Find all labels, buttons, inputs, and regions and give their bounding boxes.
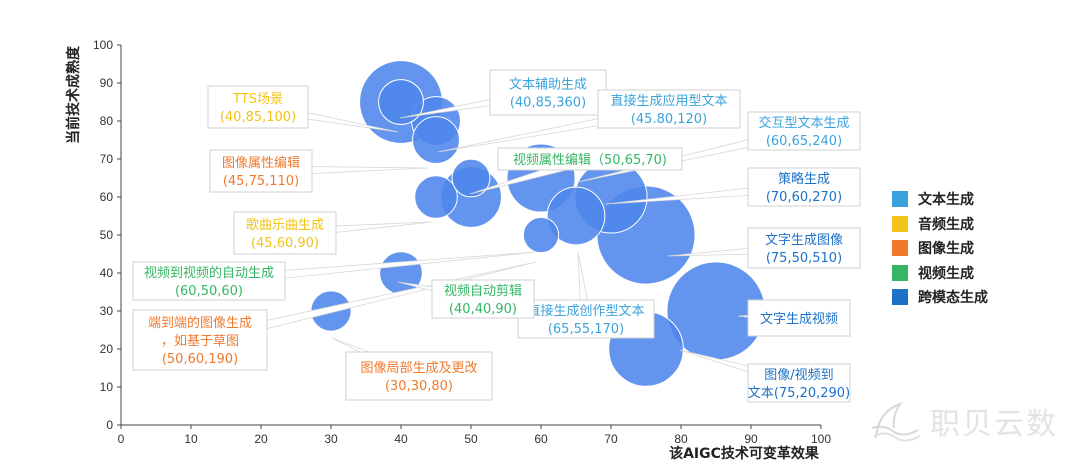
- callout-layer: TTS场景 (40,85,100) 文本辅助生成 (40,85,360) 直接生成应用型…: [132, 69, 861, 403]
- callout-label: 策略生成: [778, 171, 830, 187]
- callout-box: [207, 85, 309, 129]
- callout-label: (30,30,80): [385, 379, 453, 394]
- x-axis-title: 该AIGC技术可变革效果: [669, 445, 820, 462]
- callout-label: 图像/视频到: [764, 368, 833, 383]
- callout-box: [597, 89, 741, 129]
- x-tick-label: 50: [464, 432, 478, 446]
- chart-axes: 0 10 20 30 40 50 60 70 80 90 100 0 10 20 30 40 50 60 70 80 9…: [93, 38, 831, 446]
- legend-swatch: [892, 289, 908, 306]
- y-tick-label: 60: [100, 190, 114, 204]
- callout-box: [132, 309, 268, 371]
- y-tick-label: 20: [100, 342, 114, 356]
- x-tick-label: 0: [118, 432, 125, 446]
- x-tick-label: 70: [604, 432, 618, 446]
- x-tick-label: 10: [184, 432, 198, 446]
- y-tick-label: 80: [100, 114, 114, 128]
- callout-box: [747, 227, 861, 269]
- callout-box: [132, 261, 286, 301]
- callout-box: [747, 111, 861, 151]
- watermark: 职贝云数: [868, 398, 1058, 444]
- callout-label: 图像局部生成及更改: [360, 361, 477, 376]
- legend: 文本生成 音频生成 图像生成 视频生成 跨模态生成: [892, 187, 988, 310]
- callout-box: [747, 299, 851, 337]
- callout-label: 文字生成图像: [765, 233, 843, 248]
- legend-label: 文本生成: [918, 192, 974, 209]
- legend-swatch: [892, 264, 908, 281]
- callout-label: 直接生成创作型文本: [527, 303, 644, 319]
- callout-label: 端到端的图像生成: [148, 315, 252, 331]
- callout-label: TTS场景: [232, 92, 283, 107]
- x-tick-label: 30: [324, 432, 338, 446]
- callout-label: 视频属性编辑（50,65,70): [513, 153, 667, 168]
- y-tick-label: 40: [100, 266, 114, 280]
- callout-box: [345, 351, 493, 401]
- callout-label: (65,55,170): [548, 322, 624, 337]
- callout-label: 文字生成视频: [760, 312, 838, 327]
- callout-label: (45.80,120): [631, 112, 707, 127]
- callout-label: (50,60,190): [162, 352, 238, 367]
- callout-label: 歌曲乐曲生成: [246, 218, 324, 233]
- x-tick-label: 90: [744, 432, 758, 446]
- y-tick-label: 30: [100, 304, 114, 318]
- callout-box: [489, 69, 607, 116]
- legend-label: 音频生成: [918, 216, 974, 233]
- callout-label: (75,50,510): [766, 251, 842, 266]
- callout-box: [747, 167, 861, 207]
- legend-item: 文本生成: [892, 187, 988, 212]
- callout-label: 图像属性编辑: [222, 156, 300, 171]
- callout-box: [747, 363, 851, 403]
- legend-item: 视频生成: [892, 261, 988, 286]
- legend-swatch: [892, 240, 908, 257]
- callout-label: (40,40,90): [449, 302, 517, 317]
- bubble: [412, 116, 460, 164]
- y-tick-label: 70: [100, 152, 114, 166]
- y-axis-title: 当前技术成熟度: [65, 45, 82, 144]
- legend-swatch: [892, 215, 908, 232]
- bubble: [414, 175, 458, 219]
- callout-box: [209, 149, 313, 193]
- bubble: [546, 186, 606, 246]
- y-tick-label: 50: [100, 228, 114, 242]
- y-tick-label: 100: [93, 38, 113, 52]
- callout-label: 直接生成应用型文本: [610, 93, 727, 109]
- callout-label: (40,85,100): [220, 110, 296, 125]
- legend-label: 图像生成: [918, 241, 974, 258]
- bubble: [522, 216, 560, 254]
- watermark-logo-icon: [871, 402, 921, 442]
- legend-label: 视频生成: [918, 265, 974, 282]
- callout-label: 交互型文本生成: [758, 115, 849, 131]
- x-tick-label: 100: [811, 432, 831, 446]
- x-tick-label: 60: [534, 432, 548, 446]
- callout-label: (40,85,360): [510, 96, 586, 111]
- callout-label: 文本(75,20,290): [748, 386, 850, 401]
- callout-label: 视频自动剪辑: [444, 283, 522, 299]
- callout-label: 视频到视频的自动生成: [144, 265, 274, 281]
- y-tick-label: 0: [106, 418, 113, 432]
- callout-label: (60,50,60): [175, 284, 243, 299]
- y-tick-label: 10: [100, 380, 114, 394]
- bubble: [378, 79, 424, 125]
- x-tick-label: 80: [674, 432, 688, 446]
- callout-box: [233, 211, 337, 255]
- callout-label: 文本辅助生成: [509, 78, 587, 93]
- x-tick-label: 40: [394, 432, 408, 446]
- callout-label: ，如基于草图: [161, 333, 239, 349]
- callout-label: (70,60,270): [766, 190, 842, 205]
- bubble: [451, 158, 491, 198]
- callout-label: (45,60,90): [251, 236, 319, 251]
- x-tick-label: 20: [254, 432, 268, 446]
- callout-box: [497, 147, 683, 171]
- y-tick-label: 90: [100, 76, 114, 90]
- callout-label: (60,65,240): [766, 134, 842, 149]
- callout-label: (45,75,110): [223, 174, 299, 189]
- legend-label: 跨模态生成: [918, 290, 988, 307]
- legend-swatch: [892, 191, 908, 208]
- legend-item: 图像生成: [892, 236, 988, 261]
- legend-item: 音频生成: [892, 212, 988, 237]
- callout-box: [431, 279, 535, 319]
- callout-box: [517, 299, 655, 339]
- legend-item: 跨模态生成: [892, 285, 988, 310]
- watermark-text: 职贝云数: [930, 407, 1058, 442]
